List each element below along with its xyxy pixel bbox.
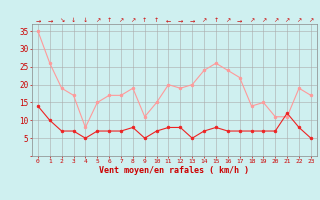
X-axis label: Vent moyen/en rafales ( km/h ): Vent moyen/en rafales ( km/h ) <box>100 166 249 175</box>
